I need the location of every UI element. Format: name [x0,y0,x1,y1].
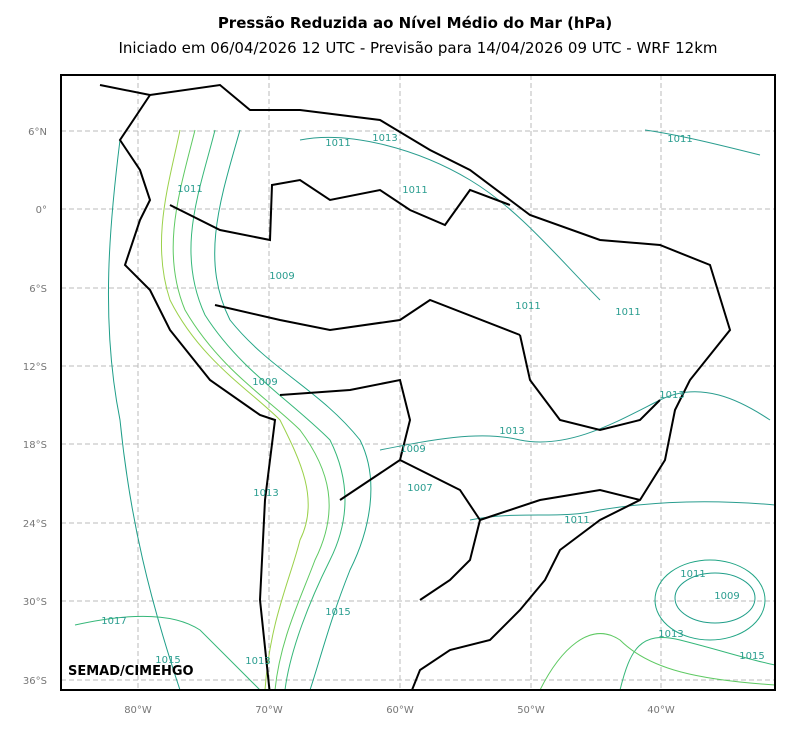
contour-label: 1011 [564,515,589,526]
contour-label: 1013 [245,656,270,667]
contour-label: 1011 [402,185,427,196]
lon-tick: 60°W [386,705,414,716]
map: 1011 1011 1013 1011 1011 1009 1011 1011 … [60,74,776,691]
lat-tick: 30°S [23,597,47,608]
contour-label: 1009 [714,591,739,602]
contour-label: 1017 [101,616,126,627]
contour-label: 1011 [680,569,705,580]
contour-label: 1009 [400,444,425,455]
contour-labels: 1011 1011 1013 1011 1011 1009 1011 1011 … [101,133,764,667]
contour-label: 1013 [253,488,278,499]
credit: SEMAD/CIMEHGO [68,664,194,679]
contour-label: 1015 [739,651,764,662]
title: Pressão Reduzida ao Nível Médio do Mar (… [218,14,612,32]
lat-tick: 18°S [23,440,47,451]
lon-tick: 70°W [255,705,283,716]
lat-tick: 12°S [23,362,47,373]
contour-label: 1007 [407,483,432,494]
contour-label: 1015 [155,655,180,666]
lat-tick: 36°S [23,676,47,687]
contour-label: 1009 [269,271,294,282]
subtitle: Iniciado em 06/04/2026 12 UTC - Previsão… [118,39,717,57]
lat-tick: 0° [36,205,47,216]
lat-tick: 6°N [28,127,47,138]
map-frame [60,74,776,691]
contour-label: 1015 [325,607,350,618]
coastline [99,83,732,690]
contour-label: 1011 [515,301,540,312]
contour-label: 1013 [658,629,683,640]
contour-label: 1011 [325,138,350,149]
lon-tick: 80°W [124,705,152,716]
contours [74,129,775,690]
contour-label: 1009 [252,377,277,388]
contour-label: 1013 [659,390,684,401]
grid [61,75,775,690]
contour-label: 1011 [667,134,692,145]
contour-label: 1011 [177,184,202,195]
lon-tick: 40°W [647,705,675,716]
contour-label: 1013 [372,133,397,144]
contour-label: 1013 [499,426,524,437]
lat-ticks: 6°N 0° 6°S 12°S 18°S 24°S 30°S 36°S [23,127,47,687]
lat-tick: 24°S [23,519,47,530]
contour-label: 1011 [615,307,640,318]
lon-ticks: 80°W 70°W 60°W 50°W 40°W [124,705,675,716]
lon-tick: 50°W [517,705,545,716]
lat-tick: 6°S [29,284,47,295]
